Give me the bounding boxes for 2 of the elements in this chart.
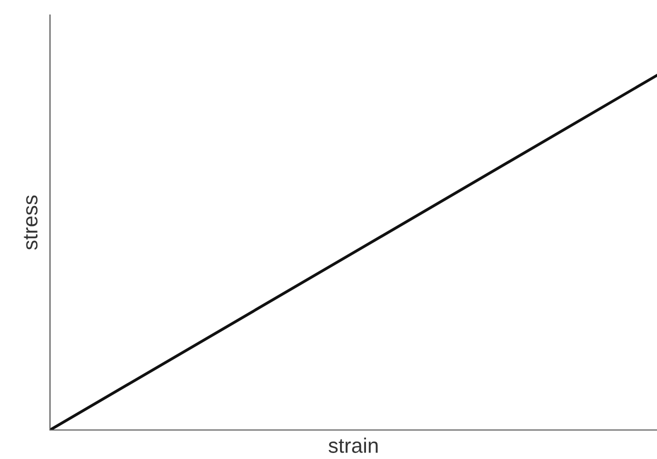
y-axis-title: stress: [24, 195, 38, 250]
x-axis-title: strain: [328, 438, 378, 453]
